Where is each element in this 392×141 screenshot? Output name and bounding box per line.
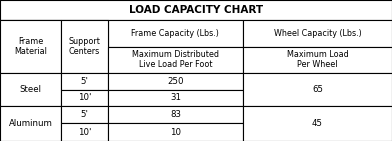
Bar [0, 106, 61, 141]
Bar [108, 20, 243, 47]
Text: 31: 31 [170, 93, 181, 103]
Text: 10': 10' [78, 93, 91, 103]
Bar [61, 90, 108, 106]
Bar [61, 106, 108, 123]
Bar [243, 47, 392, 73]
Bar [0, 20, 108, 47]
Bar [108, 90, 243, 106]
Bar [108, 47, 243, 73]
Bar [243, 20, 392, 47]
Bar [108, 73, 243, 90]
Text: Steel: Steel [19, 85, 42, 94]
Bar [61, 73, 108, 90]
Text: Frame
Material: Frame Material [14, 37, 47, 56]
Bar [108, 123, 243, 141]
Bar [108, 106, 243, 123]
Text: 250: 250 [167, 77, 184, 86]
Text: Maximum Distributed
Live Load Per Foot: Maximum Distributed Live Load Per Foot [132, 50, 219, 69]
Bar [61, 20, 108, 73]
Text: Aluminum: Aluminum [9, 119, 52, 128]
Bar [0, 20, 61, 73]
Text: 5': 5' [80, 77, 88, 86]
Text: Maximum Load
Per Wheel: Maximum Load Per Wheel [287, 50, 348, 69]
Text: 10: 10 [170, 128, 181, 137]
Text: LOAD CAPACITY CHART: LOAD CAPACITY CHART [129, 5, 263, 15]
Text: 5': 5' [80, 110, 88, 119]
Text: 10': 10' [78, 128, 91, 137]
Bar [0, 0, 392, 20]
Bar [0, 73, 61, 106]
Text: Wheel Capacity (Lbs.): Wheel Capacity (Lbs.) [274, 29, 361, 38]
Text: 45: 45 [312, 119, 323, 128]
Bar [61, 123, 108, 141]
Text: Frame Capacity (Lbs.): Frame Capacity (Lbs.) [131, 29, 220, 38]
Text: 83: 83 [170, 110, 181, 119]
Bar [243, 106, 392, 141]
Text: Support
Centers: Support Centers [68, 37, 100, 56]
Bar [243, 73, 392, 106]
Text: 65: 65 [312, 85, 323, 94]
